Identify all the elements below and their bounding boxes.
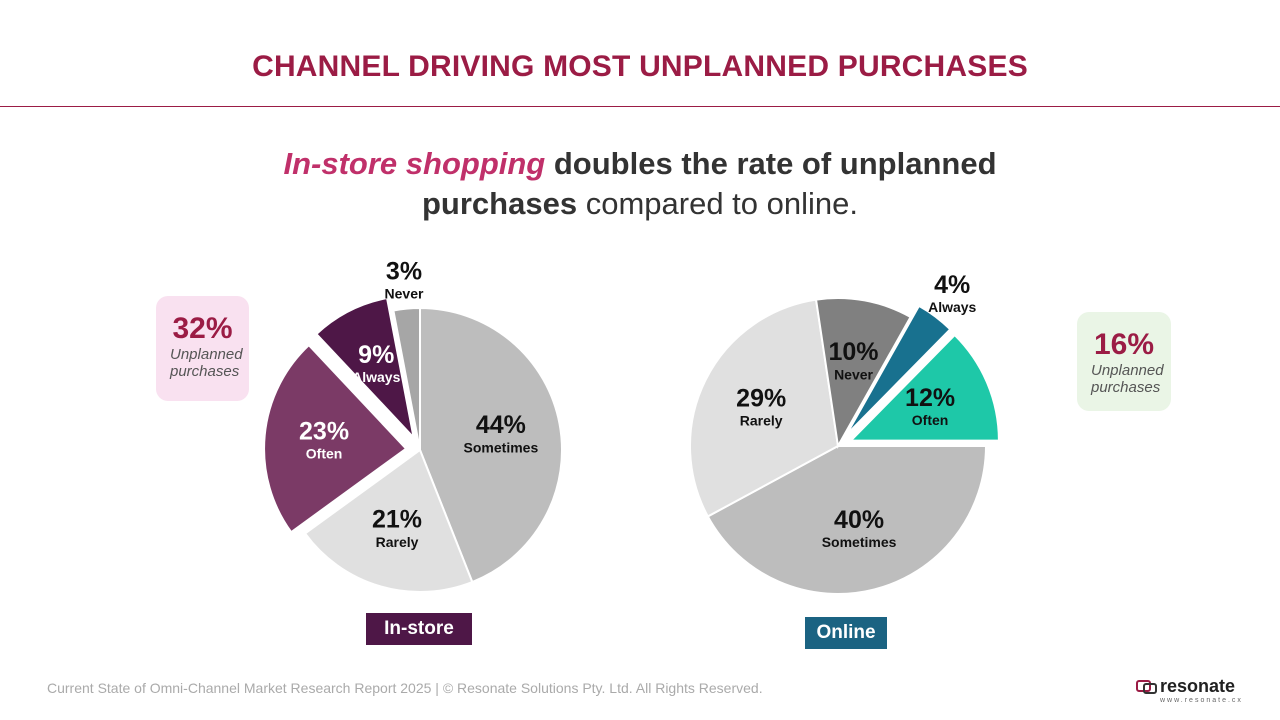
slice-value-label: 44% [476, 411, 526, 439]
pie-slice [845, 304, 952, 436]
pie-slice [392, 306, 421, 451]
pie-slice [263, 343, 408, 534]
divider [0, 106, 1280, 107]
chart-title: In-store [366, 613, 472, 645]
slice-category-label: Rarely [740, 412, 783, 428]
pie-slice [814, 297, 912, 450]
slice-category-label: Often [306, 446, 343, 462]
slice-category-label: Always [352, 369, 400, 385]
slice-category-label: Often [912, 412, 949, 428]
slice-value-label: 3% [386, 257, 422, 285]
headline-line: purchases compared to online. [0, 186, 1280, 222]
slice-value-label: 12% [905, 384, 955, 412]
logo: resonate www.resonate.cx [1136, 676, 1246, 704]
callout-value: 32% [172, 312, 233, 345]
slice-value-label: 9% [358, 341, 394, 369]
slice-category-label: Never [385, 285, 424, 301]
headline-bold: purchases [422, 186, 578, 221]
slice-value-label: 23% [299, 418, 349, 446]
slide-title: CHANNEL DRIVING MOST UNPLANNED PURCHASES [252, 50, 1028, 83]
headline-highlight: In-store shopping [283, 146, 546, 181]
pie-slice [689, 298, 840, 518]
slice-value-label: 40% [834, 506, 884, 534]
footer: Current State of Omni-Channel Market Res… [47, 680, 763, 696]
pie-slice [303, 448, 474, 593]
slice-value-label: 21% [372, 506, 422, 534]
logo-url: www.resonate.cx [1160, 697, 1243, 704]
headline-text: compared to online. [585, 186, 858, 221]
chart-title: Online [805, 617, 887, 649]
pie-slice [848, 333, 1000, 442]
pie-slice [419, 306, 563, 584]
callout: 32% Unplanned purchases [156, 296, 249, 401]
pie-slice [706, 445, 988, 595]
slice-value-label: 29% [736, 384, 786, 412]
slice-category-label: Sometimes [822, 534, 897, 550]
callout: 16% Unplanned purchases [1077, 312, 1171, 411]
callout-text: Unplanned purchases [1091, 362, 1164, 396]
slice-category-label: Rarely [376, 534, 419, 550]
slice-value-label: 10% [829, 338, 879, 366]
slice-category-label: Sometimes [464, 439, 539, 455]
callout-text: Unplanned purchases [170, 346, 243, 380]
logo-icon [1136, 680, 1157, 694]
headline-line: In-store shopping doubles the rate of un… [0, 146, 1280, 182]
slice-value-label: 4% [934, 271, 970, 299]
pie-slice [315, 296, 416, 441]
callout-value: 16% [1093, 328, 1155, 361]
logo-name: resonate [1160, 676, 1236, 696]
slice-category-label: Never [834, 366, 873, 382]
slice-category-label: Always [928, 299, 976, 315]
headline-bold: doubles the rate of unplanned [553, 146, 997, 181]
